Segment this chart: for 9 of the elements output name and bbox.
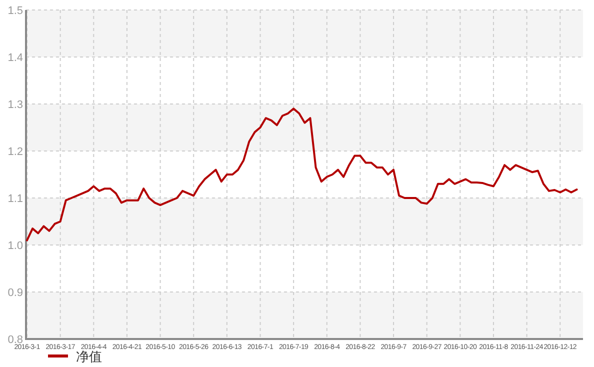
legend-label: 净值 bbox=[76, 349, 102, 364]
y-tick-label: 1.0 bbox=[8, 240, 23, 252]
line-series bbox=[26, 108, 578, 242]
y-tick-label: 1.4 bbox=[8, 52, 23, 64]
y-tick-label: 1.3 bbox=[8, 99, 23, 111]
y-tick-label: 0.9 bbox=[8, 287, 23, 299]
y-tick-label: 1.5 bbox=[8, 5, 23, 17]
y-tick-label: 1.1 bbox=[8, 193, 23, 205]
y-tick-label: 1.2 bbox=[8, 146, 23, 158]
